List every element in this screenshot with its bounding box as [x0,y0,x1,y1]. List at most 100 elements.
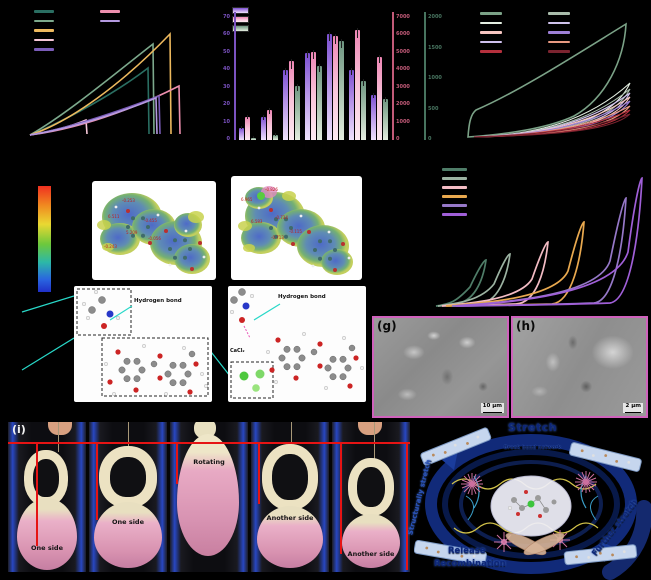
photo-label: One side [31,544,63,552]
scale-bar-line [482,411,502,413]
axis-tick-label: 20 [223,101,230,108]
error-bar [241,126,242,129]
esp-annotation: -0.826 [265,187,278,192]
legend-swatch [100,10,120,13]
esp-annotation: 6.511 [108,214,120,219]
red-reference-line [406,442,408,570]
axis-tick-label: 2000 [428,14,442,20]
scale-bar-h-text: 2 μm [625,403,641,410]
error-bar [335,34,336,44]
panel-letter-i: (i) [12,423,26,436]
thread [58,422,59,452]
esp-map-2-graphic [238,186,353,275]
dough-bulb [342,514,400,568]
esp-annotation: 6.965 [241,197,253,202]
error-bar [363,79,364,86]
error-bar [269,108,270,114]
esp-annotation: -0.115 [289,229,302,234]
panel-b-green-axis-ticks: 0 500 1000 1500 2000 [427,12,453,142]
red-reference-line [96,442,98,520]
legend-swatch [34,10,54,13]
axis-tick-label: 1500 [428,44,442,51]
schematic-graphic [414,427,651,580]
esp-chloride-atom [257,192,265,200]
thread [291,422,292,444]
error-bar [313,50,314,59]
axis-tick-label: 4000 [396,66,410,73]
hand [48,422,72,435]
bar-group [349,28,366,140]
axis-tick-label: 3000 [396,83,410,90]
panel-j-mechanism-schematic: Stretch Break bond network Release Recom… [406,420,651,580]
legend-swatch [548,31,570,34]
large-molecule [104,344,208,396]
photo-one-side-1: One side [8,422,86,572]
panel-letter-g: (g) [377,319,397,333]
legend-swatch [442,195,467,198]
esp-oxygen-atoms [269,208,345,272]
dough-bulb [94,502,162,568]
bar-pink [245,115,250,140]
legend-swatch [34,29,54,32]
error-bar [385,97,386,102]
esp-map-1-graphic [97,193,210,274]
dashed-box-small-molecule [76,288,132,336]
error-bar [379,55,380,63]
dashed-box-large-molecule [101,337,209,397]
esp-annotation: 6.583 [251,219,263,224]
dough-loop [348,458,394,516]
legend-swatch [480,12,502,15]
esp-pink-patch [261,186,277,198]
panel-a-curve-lines [29,32,181,136]
panel-b-legend [232,7,249,32]
bar-purple [327,32,332,140]
further-stretch-ribbon [602,500,651,580]
red-reference-line [258,442,260,504]
panel-a-plot [29,32,181,136]
axis-tick-label: 500 [428,105,439,112]
legend-swatch [548,40,570,43]
hydrogen-bond-label: Hydrogen bond [134,298,182,304]
bar-group [305,50,322,140]
schematic-label-inner: Break bond network [503,445,562,451]
bar-pink [333,34,338,140]
esp-map-1: 6.511 -0.253 5.209 -0.056 -0.243 -0.455 [92,181,216,280]
esp-map-2: 6.965 -0.826 6.583 -0.734 -0.115 -0.713 [231,176,362,280]
schematic-label-stretch: Stretch [507,421,558,434]
dough-loop [99,446,157,508]
schematic-label-recombination: Recombination [434,559,506,569]
esp-annotation: -0.455 [144,218,157,223]
panel-letter-h: (h) [516,319,536,333]
hydrogen-bond-panel-2: Hydrogen bond CaCl₂ [228,286,366,402]
error-bar [247,115,248,119]
esp-annotation: 5.209 [126,230,138,235]
small-molecule [81,289,121,329]
error-bar [329,32,330,41]
sem-image-h: (h) 2 μm [511,316,648,418]
panel-b-pink-axis [392,12,394,140]
bar-green [317,64,322,140]
bar-green [295,84,300,140]
error-bar [351,68,352,75]
panel-c-plot [467,22,631,138]
axis-tick-label: 70 [223,14,230,20]
panel-b-left-axis [234,12,236,140]
legend-swatch [442,177,467,180]
legend-swatch [548,50,570,53]
error-bar [357,28,358,38]
esp-positive-patches [97,211,204,251]
esp-colorbar [38,186,51,292]
thread [374,422,375,460]
bar-pink [289,59,294,140]
photo-label: Rotating [193,458,225,466]
schematic-label-release: Release [448,546,486,556]
legend-swatch [34,38,54,41]
panel-b-pink-axis-ticks: 0 1000 2000 3000 4000 5000 6000 7000 [395,12,421,142]
hydrogen-bond-label: Hydrogen bond [278,294,326,300]
axis-tick-label: 7000 [396,14,410,20]
sem-image-g: (g) 10 μm [372,316,509,418]
panel-b-left-axis-ticks: 0 10 20 30 40 50 60 70 [216,12,232,142]
arrowhead [442,450,458,470]
esp-annotation: -0.253 [122,198,135,203]
photo-another-side-2: Another side [332,422,410,572]
